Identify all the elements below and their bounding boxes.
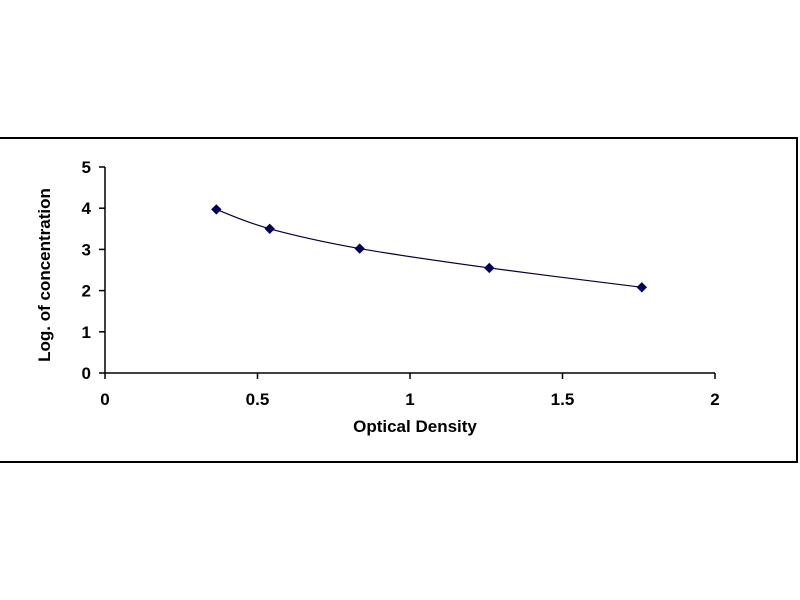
- data-point: [264, 223, 275, 235]
- y-tick-label: 4: [82, 199, 92, 218]
- x-tick-label: 1: [405, 390, 414, 409]
- data-point: [354, 243, 365, 254]
- data-points: [211, 204, 648, 293]
- y-axis-ticks: 0 1 2 3 4 5: [82, 158, 105, 383]
- data-point: [636, 282, 648, 293]
- y-tick-label: 0: [82, 364, 91, 383]
- y-tick-label: 2: [82, 282, 91, 301]
- y-tick-label: 1: [82, 323, 91, 342]
- y-axis-title: Log. of concentration: [35, 188, 54, 362]
- x-axis-ticks: 0 0.5 1 1.5 2: [100, 373, 720, 409]
- data-point: [484, 262, 495, 274]
- x-tick-label: 0.5: [246, 390, 270, 409]
- y-tick-label: 5: [82, 158, 91, 177]
- x-tick-label: 2: [710, 390, 719, 409]
- chart-frame: [0, 137, 798, 463]
- trend-curve: [216, 208, 642, 288]
- data-point: [211, 204, 222, 215]
- x-tick-label: 1.5: [551, 390, 575, 409]
- x-tick-label: 0: [100, 390, 109, 409]
- axes: [104, 167, 715, 374]
- y-tick-label: 3: [82, 240, 91, 259]
- x-axis-title: Optical Density: [353, 417, 477, 436]
